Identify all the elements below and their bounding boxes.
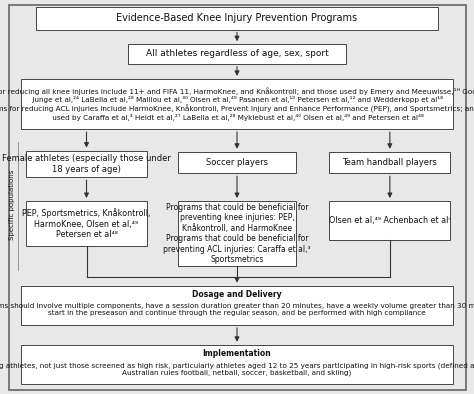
Text: Specific populations: Specific populations xyxy=(9,170,15,240)
FancyBboxPatch shape xyxy=(128,44,346,64)
FancyBboxPatch shape xyxy=(329,152,450,173)
FancyBboxPatch shape xyxy=(9,5,466,390)
FancyBboxPatch shape xyxy=(26,201,147,246)
Text: Programs that could be beneficial for
preventing knee injuries: PEP,
Knåkontroll: Programs that could be beneficial for pr… xyxy=(163,203,311,264)
FancyBboxPatch shape xyxy=(178,152,296,173)
Text: PEP, Sportsmetrics, Knåkontroll,
HarmoKnee, Olsen et al,⁴⁹
Petersen et al⁴⁸: PEP, Sportsmetrics, Knåkontroll, HarmoKn… xyxy=(22,208,151,239)
Text: Programs should involve multiple components, have a session duration greater tha: Programs should involve multiple compone… xyxy=(0,303,474,316)
FancyBboxPatch shape xyxy=(21,79,453,129)
FancyBboxPatch shape xyxy=(329,201,450,240)
Text: All athletes regardless of age, sex, sport: All athletes regardless of age, sex, spo… xyxy=(146,50,328,58)
FancyBboxPatch shape xyxy=(36,7,438,30)
Text: Soccer players: Soccer players xyxy=(206,158,268,167)
FancyBboxPatch shape xyxy=(21,345,453,384)
Text: Implementation: Implementation xyxy=(202,349,272,358)
Text: Evidence-Based Knee Injury Prevention Programs: Evidence-Based Knee Injury Prevention Pr… xyxy=(117,13,357,23)
Text: Olsen et al,⁴⁹ Achenbach et alⁱ: Olsen et al,⁴⁹ Achenbach et alⁱ xyxy=(329,216,450,225)
Text: Female athletes (especially those under
18 years of age): Female athletes (especially those under … xyxy=(2,154,171,174)
FancyBboxPatch shape xyxy=(178,201,296,266)
FancyBboxPatch shape xyxy=(26,151,147,177)
FancyBboxPatch shape xyxy=(21,286,453,325)
Text: Programs for reducing all knee injuries include 11+ and FIFA 11, HarmoKnee, and : Programs for reducing all knee injuries … xyxy=(0,87,474,121)
Text: Dosage and Delivery: Dosage and Delivery xyxy=(192,290,282,299)
Text: Team handball players: Team handball players xyxy=(342,158,438,167)
Text: All young athletes, not just those screened as high risk, particularly athletes : All young athletes, not just those scree… xyxy=(0,362,474,377)
